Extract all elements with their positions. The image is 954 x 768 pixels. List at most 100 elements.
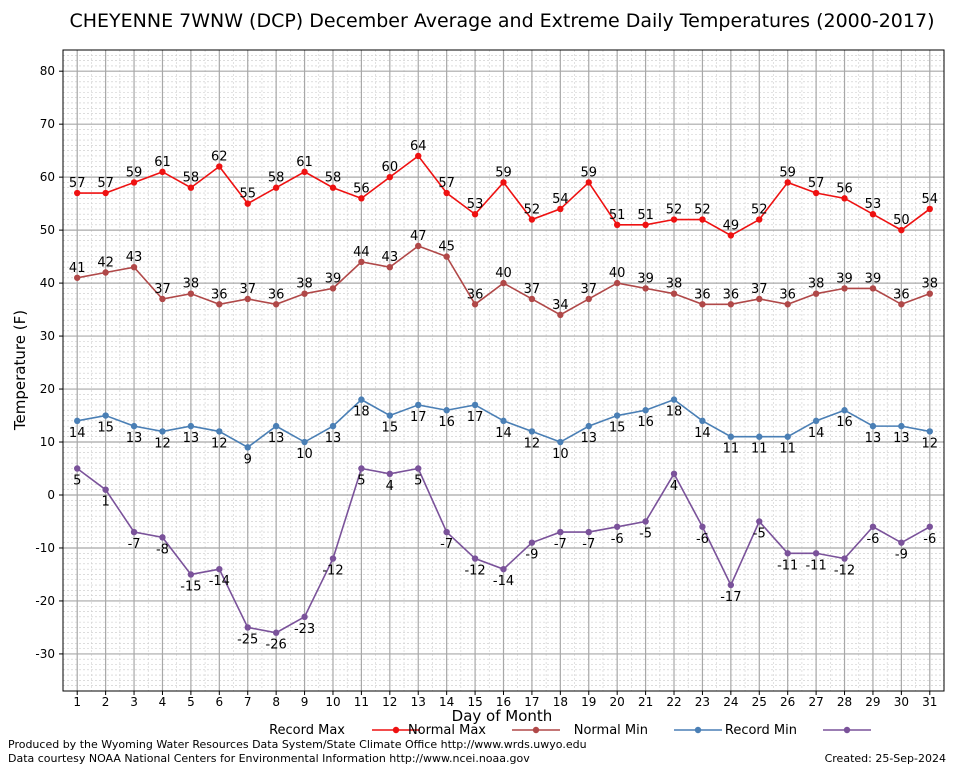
data-label: 36 [467,287,484,302]
data-point [642,285,649,292]
data-point [642,221,649,229]
data-label: -9 [895,548,908,563]
data-point [102,189,109,197]
x-tick-label: 21 [638,695,653,709]
data-label: 49 [723,218,740,233]
data-point [358,396,365,403]
y-tick-label: 80 [40,64,55,78]
data-point [898,226,905,234]
data-label: 56 [836,181,853,196]
data-label: 12 [211,436,228,451]
data-label: -12 [464,564,485,579]
data-label: 52 [694,203,711,218]
data-point [329,422,337,430]
data-point [613,279,621,287]
data-point [301,290,308,297]
data-label: 52 [751,203,768,218]
data-point [784,550,791,557]
y-tick-label: 60 [40,170,55,184]
data-point [812,189,820,197]
data-point [386,263,394,271]
data-label: 39 [836,271,853,286]
data-label: 57 [438,176,455,191]
data-point [272,629,280,636]
x-tick-label: 28 [837,695,852,709]
legend-marker [532,726,540,734]
data-point [898,539,905,546]
data-label: 39 [865,271,882,286]
data-point [670,216,678,223]
x-tick-label: 8 [272,695,280,709]
data-point [159,534,166,541]
data-point [869,285,877,292]
data-point [130,263,138,271]
data-label: 55 [239,187,256,202]
data-point [74,417,81,425]
data-label: 53 [865,197,882,212]
data-label: 59 [495,165,512,180]
data-point [443,253,450,260]
data-label: 59 [580,165,597,180]
data-point [187,571,195,578]
x-tick-label: 17 [524,695,539,709]
data-label: 58 [268,171,285,186]
data-point [841,195,848,202]
data-point [926,523,933,530]
data-label: 58 [183,171,200,186]
series-lines [74,152,933,636]
data-point [699,301,706,308]
data-point [500,565,507,573]
data-label: 17 [467,410,484,425]
data-point [443,407,450,414]
data-point [869,422,877,430]
data-point [272,301,280,308]
x-tick-label: 3 [130,695,138,709]
data-label: 16 [836,415,853,430]
data-point [528,216,536,223]
data-point [869,523,877,530]
data-label: -12 [834,564,855,579]
data-label: 47 [410,229,427,244]
data-point [216,163,223,170]
data-label: 52 [524,203,541,218]
y-tick-label: 30 [40,329,55,343]
data-label: -14 [209,574,230,589]
data-point [358,195,365,202]
data-label: 36 [211,287,228,302]
data-label: -6 [696,532,709,547]
x-tick-label: 1 [73,695,81,709]
footer-data-source: Data courtesy NOAA National Centers for … [8,752,530,765]
data-label: 15 [97,421,114,436]
data-point [528,295,536,303]
data-label: 38 [183,277,200,292]
data-label: 39 [637,271,654,286]
x-axis-title: Day of Month [452,707,553,725]
data-point [557,438,564,446]
legend-label: Record Min [725,723,797,738]
data-label: 13 [268,431,285,446]
y-tick-label: 50 [40,223,55,237]
data-point [727,232,735,239]
data-label: 38 [296,277,313,292]
data-point [74,465,81,472]
data-point [727,581,735,589]
data-point [187,290,195,297]
data-point [926,290,933,297]
data-label: 59 [779,165,796,180]
data-label: 38 [922,277,939,292]
legend: Record Max Normal Max Normal Min Record Min [269,723,871,738]
y-tick-label: 40 [40,276,55,290]
x-tick-label: 10 [325,695,340,709]
x-tick-label: 5 [187,695,195,709]
data-label: 53 [467,197,484,212]
data-label: 57 [808,176,825,191]
data-label: 13 [325,431,342,446]
x-tick-label: 18 [553,695,568,709]
data-label: -5 [639,526,652,541]
data-label: 37 [524,282,541,297]
data-label: 64 [410,139,427,154]
data-point [869,211,877,218]
data-label: 45 [438,240,455,255]
data-label: 60 [382,160,399,175]
